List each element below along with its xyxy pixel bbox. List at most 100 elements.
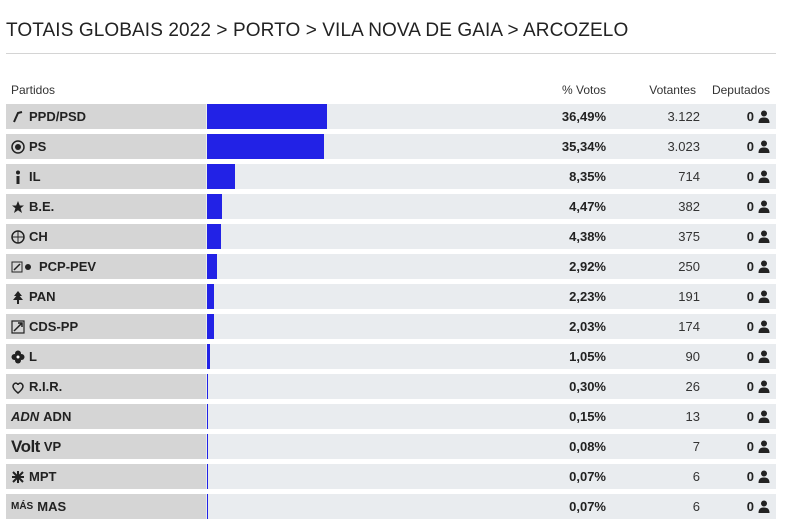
vote-bar-track (207, 434, 537, 459)
vote-bar-track (207, 164, 537, 189)
vote-bar (207, 284, 215, 309)
party-cell: CDS-PP (6, 314, 206, 339)
deputies-count: 0 (746, 499, 754, 514)
table-row: PCP-PEV 2,92% 250 0 (6, 254, 776, 279)
person-icon (758, 440, 770, 453)
deputies-count: 0 (746, 409, 754, 424)
party-name: VP (43, 439, 62, 454)
vote-percent: 8,35% (569, 169, 606, 184)
vote-bar-track (207, 104, 537, 129)
person-icon (758, 320, 770, 333)
person-icon (758, 410, 770, 423)
livre-flower-icon (11, 349, 25, 365)
party-name: MPT (29, 469, 57, 484)
title-divider (6, 53, 776, 54)
col-header-deputados: Deputados (711, 83, 770, 97)
deputies-count: 0 (746, 259, 754, 274)
vote-count: 191 (678, 289, 700, 304)
deputies-count: 0 (746, 349, 754, 364)
ppd-psd-arrow-icon (11, 109, 25, 125)
party-cell: MPT (6, 464, 206, 489)
person-icon (758, 380, 770, 393)
table-row: MPT 0,07% 6 0 (6, 464, 776, 489)
adn-wordmark-icon: ADN (11, 409, 40, 424)
ch-globe-icon (11, 229, 25, 245)
vote-bar (207, 464, 208, 489)
vote-count: 7 (692, 439, 700, 454)
be-star-icon (11, 199, 25, 215)
deputies-count: 0 (746, 379, 754, 394)
deputies-count: 0 (746, 169, 754, 184)
vote-count: 26 (685, 379, 700, 394)
vote-count: 13 (685, 409, 700, 424)
mpt-cross-icon (11, 469, 25, 485)
vote-count: 250 (678, 259, 700, 274)
vote-bar-track (207, 464, 537, 489)
vote-bar (207, 164, 235, 189)
vote-bar-track (207, 134, 537, 159)
vote-bar (207, 374, 208, 399)
vote-bar (207, 134, 324, 159)
vote-bar-track (207, 374, 537, 399)
party-name: B.E. (29, 199, 55, 214)
party-cell: ADN ADN (6, 404, 206, 429)
party-cell: PAN (6, 284, 206, 309)
party-cell: IL (6, 164, 206, 189)
il-i-icon (11, 169, 25, 185)
vote-bar-track (207, 254, 537, 279)
vote-count: 174 (678, 319, 700, 334)
person-icon (758, 500, 770, 513)
party-name: PAN (29, 289, 56, 304)
vote-bar (207, 344, 211, 369)
party-cell: CH (6, 224, 206, 249)
person-icon (758, 260, 770, 273)
party-cell: Volt VP (6, 434, 206, 459)
pcp-pev-hammer-sickle-icon (11, 259, 35, 275)
table-row: MÁS MAS 0,07% 6 0 (6, 494, 776, 519)
vote-count: 3.122 (667, 109, 700, 124)
vote-count: 375 (678, 229, 700, 244)
person-icon (758, 110, 770, 123)
table-row: B.E. 4,47% 382 0 (6, 194, 776, 219)
vote-bar-track (207, 224, 537, 249)
table-row: R.I.R. 0,30% 26 0 (6, 374, 776, 399)
party-name: CH (29, 229, 48, 244)
person-icon (758, 470, 770, 483)
vote-percent: 0,08% (569, 439, 606, 454)
table-row: L 1,05% 90 0 (6, 344, 776, 369)
vote-bar (207, 434, 208, 459)
table-row: CH 4,38% 375 0 (6, 224, 776, 249)
vote-count: 714 (678, 169, 700, 184)
person-icon (758, 200, 770, 213)
table-row: PPD/PSD 36,49% 3.122 0 (6, 104, 776, 129)
deputies-count: 0 (746, 199, 754, 214)
vote-bar-track (207, 404, 537, 429)
vote-count: 90 (685, 349, 700, 364)
party-cell: B.E. (6, 194, 206, 219)
table-row: ADN ADN 0,15% 13 0 (6, 404, 776, 429)
vote-bar (207, 494, 208, 519)
mas-wordmark-icon: MÁS (11, 501, 34, 512)
person-icon (758, 140, 770, 153)
person-icon (758, 170, 770, 183)
party-name: PCP-PEV (39, 259, 97, 274)
table-row: Volt VP 0,08% 7 0 (6, 434, 776, 459)
col-header-partidos: Partidos (11, 83, 56, 97)
pan-tree-icon (11, 289, 25, 305)
vote-percent: 0,07% (569, 469, 606, 484)
deputies-count: 0 (746, 319, 754, 334)
vote-percent: 0,30% (569, 379, 606, 394)
party-name: MAS (37, 499, 67, 514)
vote-percent: 2,23% (569, 289, 606, 304)
party-name: PPD/PSD (29, 109, 87, 124)
party-cell: PPD/PSD (6, 104, 206, 129)
vote-percent: 2,03% (569, 319, 606, 334)
col-header-votantes: Votantes (649, 83, 696, 97)
ps-fist-icon (11, 139, 25, 155)
col-header-votos: % Votos (561, 83, 606, 97)
vote-percent: 0,15% (569, 409, 606, 424)
vote-percent: 35,34% (561, 139, 606, 154)
vote-bar (207, 404, 208, 429)
vote-percent: 4,38% (569, 229, 606, 244)
table-row: CDS-PP 2,03% 174 0 (6, 314, 776, 339)
